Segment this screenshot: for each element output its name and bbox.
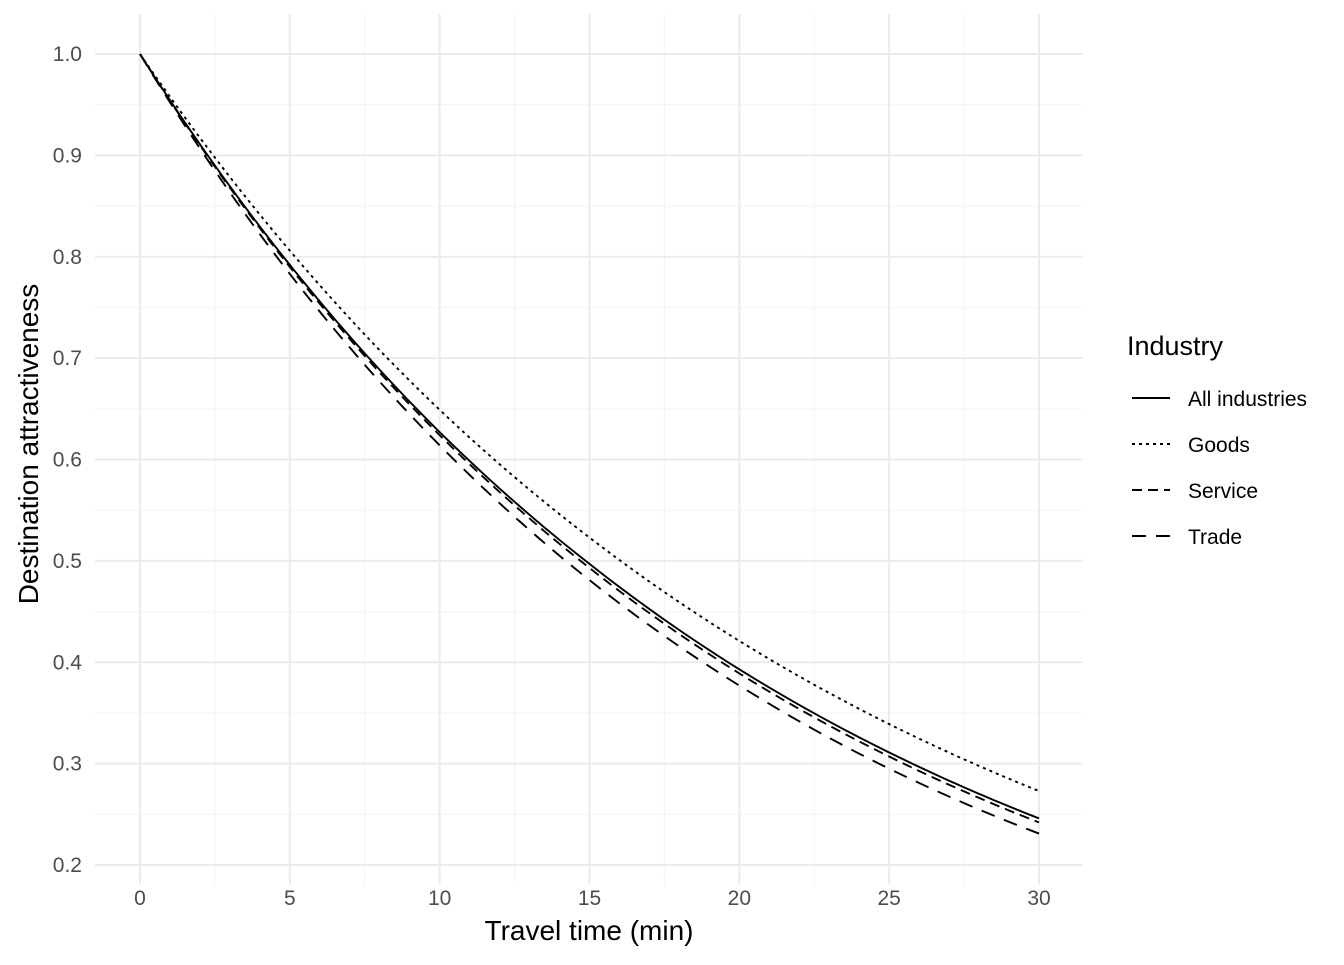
y-tick-label: 0.6	[53, 449, 82, 472]
major-gridlines	[95, 14, 1083, 884]
x-tick-label: 30	[1027, 887, 1050, 910]
legend-label-service: Service	[1188, 480, 1258, 503]
legend-items: All industries Goods Service Trade	[1132, 388, 1307, 549]
series-lines	[139, 53, 1040, 835]
x-tick-label: 0	[134, 887, 146, 910]
y-tick-label: 0.8	[53, 246, 82, 269]
x-tick-label: 20	[728, 887, 751, 910]
y-tick-label: 0.5	[53, 550, 82, 573]
y-tick-label: 0.9	[53, 144, 82, 167]
x-axis-tick-labels: 0 5 10 15 20 25 30	[134, 887, 1051, 910]
y-axis-title: Destination attractiveness	[13, 284, 44, 605]
y-tick-label: 0.4	[53, 651, 83, 674]
x-tick-label: 25	[877, 887, 900, 910]
series-line-goods	[139, 53, 1040, 792]
legend-label-all-industries: All industries	[1188, 388, 1307, 411]
series-line-trade	[139, 53, 1040, 835]
legend: Industry All industries Goods Service Trade	[1127, 331, 1307, 549]
legend-title: Industry	[1127, 331, 1224, 361]
legend-label-trade: Trade	[1188, 526, 1242, 549]
x-tick-label: 5	[284, 887, 296, 910]
series-line-all-industries	[139, 53, 1040, 820]
y-tick-label: 0.3	[53, 753, 82, 776]
x-tick-label: 15	[578, 887, 601, 910]
x-tick-label: 10	[428, 887, 451, 910]
y-axis-tick-labels: 0.2 0.3 0.4 0.5 0.6 0.7 0.8 0.9 1.0	[53, 43, 83, 877]
y-tick-label: 0.7	[53, 347, 82, 370]
series-line-service	[139, 53, 1040, 824]
legend-label-goods: Goods	[1188, 434, 1250, 457]
x-axis-title: Travel time (min)	[485, 915, 694, 946]
y-tick-label: 0.2	[53, 854, 82, 877]
y-tick-label: 1.0	[53, 43, 82, 66]
